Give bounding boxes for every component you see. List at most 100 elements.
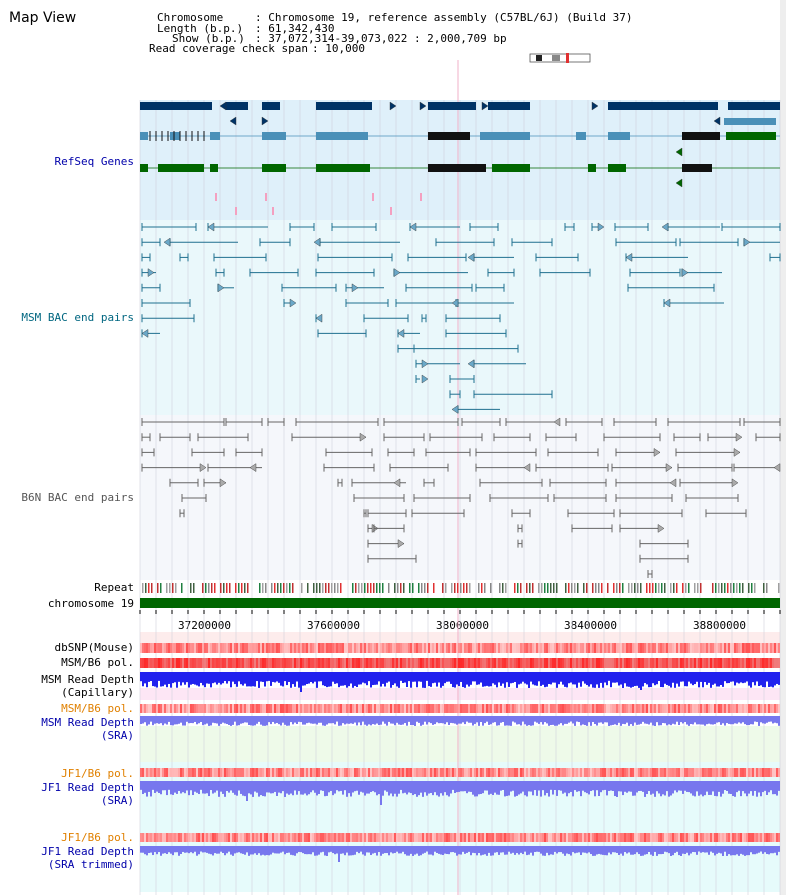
polymorphism-density bbox=[312, 704, 314, 713]
polymorphism-density bbox=[284, 704, 286, 713]
read-depth-bar bbox=[570, 672, 572, 683]
polymorphism-density bbox=[510, 833, 512, 842]
read-depth-bar bbox=[458, 672, 460, 687]
polymorphism-density bbox=[736, 658, 738, 668]
read-depth-bar bbox=[542, 781, 544, 791]
read-depth-bar bbox=[158, 716, 160, 724]
read-depth-bar bbox=[638, 672, 640, 688]
polymorphism-density bbox=[648, 833, 650, 842]
read-depth-bar bbox=[448, 846, 450, 855]
polymorphism-density bbox=[516, 833, 518, 842]
read-depth-bar bbox=[522, 846, 524, 855]
polymorphism-density bbox=[294, 833, 296, 842]
repeat-mark bbox=[637, 583, 639, 593]
msm-bac-label[interactable]: MSM BAC end pairs bbox=[21, 311, 134, 324]
read-depth-bar bbox=[178, 781, 180, 791]
b6n-bac-label[interactable]: B6N BAC end pairs bbox=[21, 491, 134, 504]
read-depth-bar bbox=[676, 781, 678, 793]
polymorphism-density bbox=[760, 768, 762, 777]
polymorphism-density bbox=[668, 704, 670, 713]
read-depth-bar bbox=[498, 716, 500, 726]
read-depth-bar bbox=[656, 672, 658, 685]
bac-end-marker bbox=[451, 298, 459, 308]
polymorphism-density bbox=[270, 704, 272, 713]
read-depth-bar bbox=[682, 781, 684, 794]
read-depth-bar bbox=[410, 846, 412, 854]
polymorphism-density bbox=[768, 768, 770, 777]
read-depth-bar bbox=[212, 781, 214, 794]
read-depth-bar bbox=[616, 781, 618, 797]
polymorphism-density bbox=[210, 833, 212, 842]
ideogram-outline bbox=[529, 53, 591, 63]
dbsnp-density bbox=[642, 643, 644, 653]
repeat-mark bbox=[550, 583, 552, 593]
polymorphism-density bbox=[140, 833, 142, 842]
read-depth-bar bbox=[328, 781, 330, 793]
polymorphism-density bbox=[444, 833, 446, 842]
read-depth-bar bbox=[182, 781, 184, 793]
read-depth-bar bbox=[200, 781, 202, 790]
read-depth-bar bbox=[222, 672, 224, 684]
polymorphism-density bbox=[608, 658, 610, 668]
chromosome-bar bbox=[140, 598, 780, 608]
dbsnp-density bbox=[210, 643, 212, 653]
polymorphism-density bbox=[322, 768, 324, 777]
read-depth-bar bbox=[296, 672, 298, 682]
read-depth-bar bbox=[486, 846, 488, 856]
polymorphism-density bbox=[504, 704, 506, 713]
read-depth-bar bbox=[456, 672, 458, 685]
polymorphism-density bbox=[704, 658, 706, 668]
read-depth-bar bbox=[234, 716, 236, 722]
polymorphism-density bbox=[204, 658, 206, 668]
repeat-mark bbox=[190, 583, 192, 593]
read-depth-bar bbox=[410, 672, 412, 688]
polymorphism-density bbox=[366, 658, 368, 668]
polymorphism-density bbox=[214, 658, 216, 668]
read-depth-bar bbox=[462, 781, 464, 792]
polymorphism-density bbox=[194, 658, 196, 668]
read-depth-bar bbox=[430, 672, 432, 687]
polymorphism-density bbox=[534, 833, 536, 842]
polymorphism-density bbox=[394, 704, 396, 713]
read-depth-bar bbox=[668, 781, 670, 797]
polymorphism-density bbox=[360, 658, 362, 668]
read-depth-bar bbox=[396, 672, 398, 687]
polymorphism-density bbox=[252, 704, 254, 713]
polymorphism-density bbox=[554, 658, 556, 668]
read-depth-bar bbox=[688, 781, 690, 793]
polymorphism-density bbox=[354, 658, 356, 668]
read-depth-bar bbox=[766, 672, 768, 682]
dbsnp-density bbox=[548, 643, 550, 653]
dbsnp-density bbox=[558, 643, 560, 653]
dbsnp-density bbox=[556, 643, 558, 653]
dbsnp-density bbox=[502, 643, 504, 653]
read-depth-bar bbox=[470, 672, 472, 685]
read-depth-bar bbox=[648, 781, 650, 792]
read-depth-bar bbox=[174, 716, 176, 725]
polymorphism-density bbox=[260, 704, 262, 713]
read-depth-bar bbox=[430, 716, 432, 724]
read-depth-bar bbox=[424, 672, 426, 688]
dbsnp-density bbox=[406, 643, 408, 653]
read-depth-bar bbox=[380, 672, 382, 687]
polymorphism-density bbox=[402, 833, 404, 842]
read-depth-bar bbox=[322, 781, 324, 791]
polymorphism-density bbox=[484, 768, 486, 777]
polymorphism-density bbox=[564, 833, 566, 842]
polymorphism-density bbox=[170, 704, 172, 713]
polymorphism-density bbox=[180, 658, 182, 668]
polymorphism-density bbox=[162, 658, 164, 668]
read-depth-bar bbox=[534, 846, 536, 852]
refseq-genes-label[interactable]: RefSeq Genes bbox=[54, 155, 134, 168]
read-depth-bar bbox=[346, 716, 348, 724]
polymorphism-density bbox=[148, 768, 150, 777]
read-depth-bar bbox=[592, 846, 594, 856]
polymorphism-density bbox=[382, 658, 384, 668]
polymorphism-density bbox=[698, 704, 700, 713]
read-depth-bar bbox=[438, 672, 440, 683]
gene-strand-arrow bbox=[675, 147, 683, 157]
dbsnp-density bbox=[282, 643, 284, 653]
polymorphism-density bbox=[648, 704, 650, 713]
polymorphism-density bbox=[518, 658, 520, 668]
